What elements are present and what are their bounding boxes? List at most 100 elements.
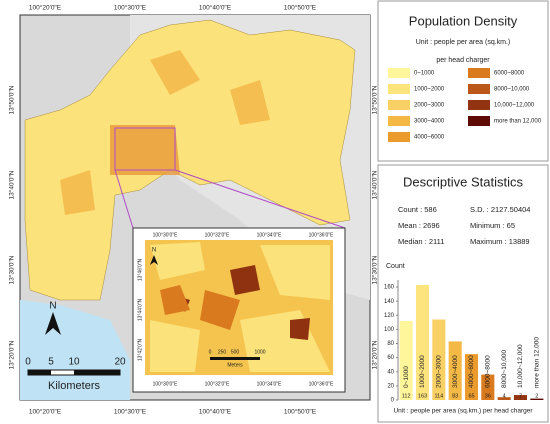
- legend-swatch: [388, 68, 410, 78]
- y-tick-label: 0: [391, 398, 395, 404]
- y-tick-label: 140: [384, 299, 395, 305]
- inset-tick-label: 100°34'0"E: [257, 381, 282, 387]
- north-arrow: [45, 312, 61, 335]
- inset-scale-label: 500: [231, 349, 240, 355]
- x-tick-label: 8000~10,000: [501, 349, 508, 388]
- map-tick-label: 100°20'0"E: [29, 4, 62, 12]
- map-tick-label: 13°20'0"N: [8, 340, 16, 369]
- inset-tick-label: 13°42'0"N: [137, 338, 143, 361]
- map-tick-label: 13°50'0"N: [8, 85, 16, 114]
- stat: Maximum : 13889: [470, 237, 530, 246]
- north-label: N: [49, 301, 56, 312]
- inset-scale-unit: Meters: [227, 362, 243, 368]
- value-label: 36: [485, 393, 491, 399]
- inset-tick-label: 100°30'0"E: [153, 232, 178, 238]
- map-tick-label: 100°40'0"E: [199, 408, 232, 416]
- inset-scale-label: 0: [209, 349, 212, 355]
- map-tick-label: 13°30'0"N: [371, 255, 379, 284]
- inset-cells: [160, 285, 240, 330]
- value-label: 112: [402, 393, 411, 399]
- y-tick-label: 160: [384, 285, 395, 291]
- value-label: 163: [418, 393, 427, 399]
- scale-label: 20: [114, 357, 126, 368]
- legend-unit: per head charger: [436, 57, 490, 64]
- legend-swatch: [388, 100, 410, 110]
- x-tick-label: 1000~2000: [419, 355, 426, 388]
- y-tick-label: 100: [384, 327, 395, 333]
- value-label: 114: [434, 393, 443, 399]
- stat: S.D. : 2127.50404: [470, 205, 530, 214]
- region: [24, 19, 356, 301]
- inset-scale-bar: [210, 357, 260, 360]
- inset-tick-label: 100°36'0"E: [309, 232, 334, 238]
- map-tick-label: 100°30'0"E: [114, 4, 147, 12]
- stat: Mean : 2696: [398, 221, 440, 230]
- value-label: 65: [468, 393, 474, 399]
- map-tick-label: 100°40'0"E: [199, 4, 232, 12]
- legend-title: Population Density: [409, 13, 518, 28]
- stats-note: Unit : people per area (sq.km.) per head…: [393, 408, 533, 415]
- zoom-line: [114, 169, 134, 229]
- legend-swatch: [468, 68, 490, 78]
- legend-label: 8000~10,000: [494, 87, 530, 93]
- inset-tick-label: 100°36'0"E: [309, 381, 334, 387]
- map-tick-label: 13°20'0"N: [371, 340, 379, 369]
- y-tick-label: 60: [387, 355, 394, 361]
- bar: [399, 320, 413, 400]
- inset-north-label: N: [152, 248, 156, 254]
- legend-swatch: [468, 100, 490, 110]
- value-label: 2: [535, 393, 538, 399]
- scale-label: 0: [25, 357, 31, 368]
- x-tick-label: 4000~6000: [468, 355, 475, 388]
- map-tick-label: 13°50'0"N: [371, 85, 379, 114]
- bar: [481, 374, 495, 400]
- scale-bar: [74, 370, 120, 375]
- dense-area: [110, 125, 180, 175]
- bar: [448, 341, 462, 400]
- districts: [60, 50, 270, 215]
- legend-swatch: [388, 132, 410, 142]
- zoom-line: [174, 169, 346, 229]
- map-tick-label: 13°40'0"N: [371, 170, 379, 199]
- bar: [513, 395, 528, 400]
- inset-cells: [150, 242, 330, 372]
- inset-tick-label: 13°46'0"N: [137, 258, 143, 281]
- map-tick-label: 100°50'0"E: [284, 4, 317, 12]
- legend-label: 2000~3000: [414, 103, 445, 109]
- legend-label: 6000~8000: [494, 71, 525, 77]
- value-label: 7: [519, 393, 522, 399]
- x-tick-label: more than 12,000: [534, 337, 541, 388]
- value-label: 83: [452, 393, 458, 399]
- stat: Median : 2111: [398, 237, 444, 246]
- bar: [464, 354, 479, 400]
- x-tick-label: 6000~8000: [485, 355, 492, 388]
- legend-label: 1000~2000: [414, 87, 445, 93]
- x-tick-label: 0~1000: [403, 366, 410, 388]
- stat: Minimum : 65: [470, 221, 515, 230]
- inset-tick-label: 100°32'0"E: [205, 381, 230, 387]
- y-tick-label: 120: [384, 313, 395, 319]
- scale-bar: [28, 370, 51, 375]
- legend-unit: Unit : people per area (sq.km.): [416, 39, 511, 46]
- y-tick-label: 40: [387, 369, 394, 375]
- scale-unit: Kilometers: [48, 380, 100, 392]
- inset-scale-label: 1000: [254, 349, 265, 355]
- x-tick-label: 2000~3000: [436, 355, 443, 388]
- y-tick-label: 80: [387, 341, 394, 347]
- value-label: 4: [503, 393, 506, 399]
- bar: [415, 284, 430, 400]
- x-tick-label: 3000~4000: [452, 355, 459, 388]
- inset-scale-label: 250: [218, 349, 227, 355]
- y-tick-label: 20: [387, 383, 394, 389]
- bar: [497, 397, 511, 400]
- legend-label: 3000~4000: [414, 119, 445, 125]
- scale-label: 10: [68, 357, 80, 368]
- legend-swatch: [388, 84, 410, 94]
- zoom-box: [114, 127, 176, 171]
- inset-north-arrow: [150, 255, 158, 265]
- inset-tick-label: 100°32'0"E: [205, 232, 230, 238]
- inset-tick-label: 13°44'0"N: [137, 298, 143, 321]
- map-tick-label: 100°50'0"E: [284, 408, 317, 416]
- inset-cells: [175, 265, 310, 340]
